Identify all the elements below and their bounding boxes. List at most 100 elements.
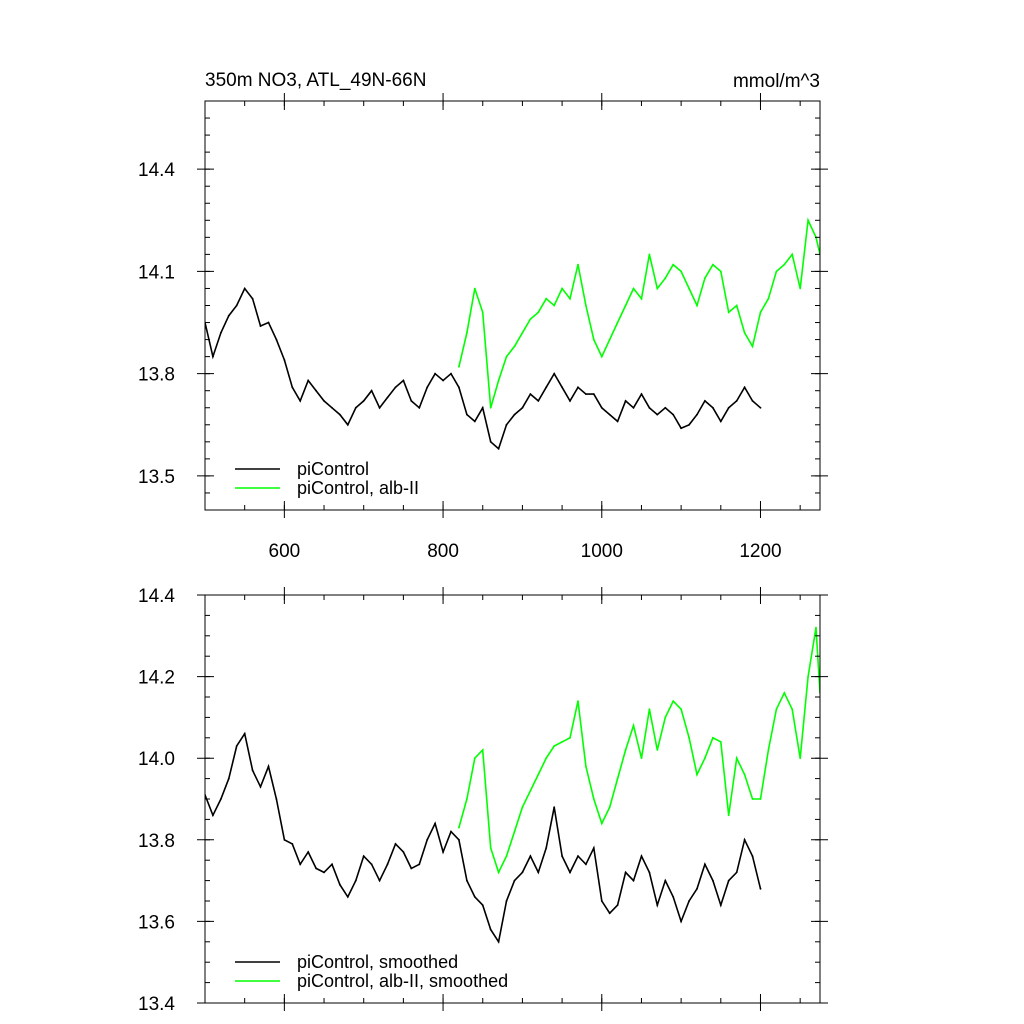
data-point: [672, 413, 675, 416]
data-point: [434, 822, 436, 825]
data-point: [585, 863, 587, 866]
data-point: [394, 386, 397, 389]
chart-title: 350m NO3, ATL_49N-66N: [205, 70, 426, 91]
data-point: [331, 863, 333, 866]
y-tick-label: 14.2: [138, 668, 175, 689]
data-point: [656, 287, 659, 290]
legend-label: piControl: [297, 459, 369, 479]
data-point: [362, 855, 365, 857]
data-point: [458, 386, 460, 389]
data-point: [775, 270, 778, 273]
data-point: [624, 871, 627, 874]
data-point: [664, 879, 667, 882]
data-point: [680, 920, 682, 923]
y-tick-label: 13.5: [138, 467, 175, 488]
x-tick-label: 600: [269, 541, 301, 562]
data-point: [545, 297, 548, 300]
data-point: [299, 400, 302, 402]
data-point: [521, 331, 524, 334]
data-point: [521, 806, 524, 809]
data-point: [569, 871, 571, 874]
data-point: [696, 887, 698, 890]
data-point: [331, 406, 333, 409]
data-point: [624, 400, 627, 402]
data-point: [227, 314, 230, 317]
data-point: [632, 724, 635, 727]
data-point: [648, 253, 651, 256]
y-tick-label: 14.1: [138, 262, 175, 283]
data-point: [497, 871, 500, 874]
data-point: [275, 798, 278, 800]
data-point: [648, 708, 651, 711]
data-point: [712, 406, 714, 409]
data-point: [402, 851, 405, 853]
data-point: [616, 420, 619, 423]
data-point: [323, 871, 325, 874]
data-point: [339, 413, 341, 416]
series-line-picontrol-alb-ii-smoothed: [458, 627, 820, 875]
data-point: [600, 355, 603, 358]
data-point: [481, 904, 484, 906]
data-point: [592, 847, 595, 849]
data-point: [791, 253, 794, 256]
data-point: [577, 855, 579, 857]
data-point: [696, 304, 698, 307]
data-point: [569, 297, 571, 300]
data-point: [418, 406, 421, 409]
top-plot-marks: [205, 217, 820, 451]
data-point: [267, 321, 270, 324]
data-point: [513, 345, 516, 348]
data-point: [370, 863, 373, 866]
y-tick-label: 14.4: [138, 160, 175, 181]
data-point: [561, 287, 563, 290]
data-point: [212, 355, 214, 358]
data-point: [592, 393, 595, 395]
data-point: [664, 716, 667, 719]
data-point: [688, 423, 690, 426]
data-point: [489, 928, 492, 931]
data-point: [227, 777, 230, 780]
data-point: [529, 789, 532, 792]
data-point: [537, 311, 540, 314]
data-point: [600, 822, 603, 825]
data-point: [799, 287, 802, 290]
data-point: [759, 798, 762, 800]
data-point: [608, 338, 611, 341]
data-point: [719, 741, 722, 743]
data-point: [513, 879, 516, 882]
units-label: mmol/m^3: [733, 71, 820, 92]
data-point: [521, 406, 524, 409]
data-point: [688, 287, 690, 290]
data-point: [402, 379, 405, 382]
data-point: [513, 830, 516, 833]
data-point: [561, 855, 563, 857]
data-point: [529, 855, 532, 857]
bottom-plot-axes: 13.4 13.6 13.8 14.0 14.2 14.4: [138, 586, 828, 1015]
data-point: [458, 838, 460, 841]
data-point: [235, 745, 238, 747]
data-point: [585, 304, 587, 307]
data-point: [608, 912, 611, 915]
data-point: [307, 379, 310, 382]
data-point: [648, 871, 651, 874]
data-point: [577, 263, 579, 266]
data-point: [442, 851, 444, 853]
legend-label: piControl, smoothed: [297, 952, 458, 972]
data-point: [323, 400, 325, 402]
data-point: [751, 855, 754, 857]
data-point: [354, 879, 357, 882]
data-point: [315, 867, 317, 870]
data-point: [592, 798, 595, 800]
series-picontrol: [205, 286, 762, 451]
data-point: [648, 406, 651, 409]
data-point: [553, 372, 556, 375]
data-point: [704, 277, 706, 280]
data-point: [569, 736, 571, 739]
data-point: [497, 379, 500, 382]
data-point: [529, 318, 532, 320]
data-point: [481, 406, 484, 409]
data-point: [600, 406, 603, 409]
data-point: [688, 736, 690, 739]
